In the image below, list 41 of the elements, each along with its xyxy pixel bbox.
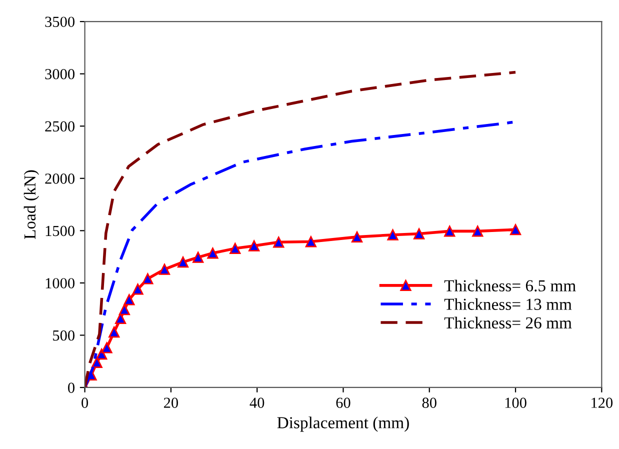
point — [444, 226, 456, 237]
point — [91, 356, 102, 368]
legend-label: Thickness= 6.5 mm — [444, 280, 576, 292]
point — [305, 236, 316, 248]
legend-label: Thickness= 13 mm — [444, 298, 572, 310]
point — [273, 236, 284, 248]
point — [158, 264, 170, 275]
point — [207, 248, 218, 259]
point — [118, 304, 130, 316]
x-tick-label: 60 — [336, 398, 350, 408]
point — [351, 231, 363, 242]
x-tick-label: 80 — [422, 398, 436, 408]
point — [142, 273, 154, 284]
point — [510, 224, 522, 236]
point — [248, 240, 260, 252]
point — [177, 256, 189, 268]
x-tick-label: 120 — [592, 398, 613, 408]
y-tick-label: 500 — [53, 330, 74, 341]
point — [108, 326, 120, 338]
y-tick-label: 2000 — [45, 174, 74, 184]
y-tick-label: 3000 — [45, 68, 74, 80]
point — [192, 252, 204, 263]
legend-label: Thickness= 26 mm — [444, 316, 572, 329]
y-axis-title: Load (kN) — [24, 170, 39, 239]
x-tick-label: 20 — [164, 398, 178, 408]
point — [387, 229, 398, 240]
x-axis-title: Displacement (mm) — [277, 416, 409, 432]
y-tick-label: 3500 — [45, 16, 74, 28]
point — [101, 342, 112, 354]
point — [230, 242, 241, 254]
point — [472, 226, 484, 237]
point — [124, 294, 135, 306]
x-tick-label: 0 — [82, 398, 88, 408]
y-tick-label: 1000 — [46, 278, 74, 288]
point — [132, 284, 144, 295]
x-tick-label: 40 — [250, 398, 264, 408]
y-tick-label: 2500 — [45, 121, 74, 132]
y-tick-label: 0 — [68, 382, 74, 393]
point — [413, 228, 425, 240]
x-tick-label: 100 — [505, 398, 526, 408]
y-tick-label: 1500 — [46, 226, 74, 236]
